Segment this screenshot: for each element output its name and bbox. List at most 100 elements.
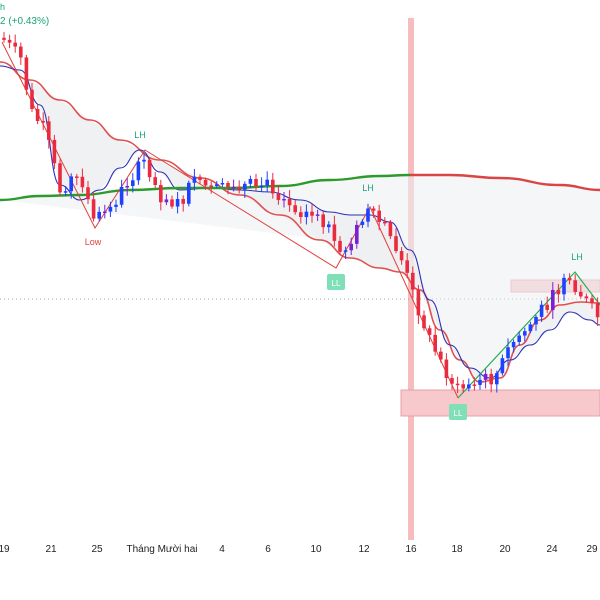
candle-body xyxy=(562,277,566,295)
bear-candle xyxy=(35,103,40,125)
series-name-fragment: h xyxy=(0,2,6,12)
candle-body xyxy=(478,379,482,385)
candle-body xyxy=(7,39,12,43)
candle-body xyxy=(35,108,40,121)
candle-body xyxy=(226,182,230,188)
bear-candle xyxy=(427,325,432,342)
candle-body xyxy=(506,347,510,359)
candle-body xyxy=(422,315,426,329)
bull-candle xyxy=(220,178,225,187)
bear-candle xyxy=(444,353,449,386)
x-tick-label: 12 xyxy=(358,544,370,555)
bull-candle xyxy=(495,370,499,393)
candle-body xyxy=(237,186,241,190)
candle-body xyxy=(114,204,118,207)
x-tick-label: 24 xyxy=(546,544,558,555)
x-tick-label: 19 xyxy=(0,544,10,555)
candle-body xyxy=(75,176,79,178)
candle-body xyxy=(293,205,297,213)
bull-candle xyxy=(97,206,101,222)
candle-body xyxy=(24,57,29,90)
bull-candle xyxy=(69,173,73,199)
bear-candle xyxy=(58,159,62,196)
low-label: Low xyxy=(85,237,102,247)
candle-body xyxy=(282,198,286,201)
bull-candle xyxy=(131,173,135,193)
candle-body xyxy=(203,179,208,186)
lower-high-label: LH xyxy=(362,183,374,193)
bear-candle xyxy=(433,326,437,356)
candle-body xyxy=(427,328,432,335)
bear-candle xyxy=(332,215,337,247)
candle-body xyxy=(299,212,303,218)
bear-candle xyxy=(450,374,454,390)
structure-line-down xyxy=(1,41,459,399)
candle-body xyxy=(573,280,577,292)
bear-candle xyxy=(411,266,415,298)
candle-body xyxy=(19,46,23,58)
bear-candle xyxy=(86,181,90,205)
x-tick-label: 10 xyxy=(310,544,322,555)
candle-body xyxy=(366,208,370,222)
bear-candle xyxy=(371,206,376,218)
candle-body xyxy=(187,182,191,204)
bull-candle xyxy=(517,331,521,346)
candle-body xyxy=(399,250,404,261)
candle-body xyxy=(276,193,281,200)
x-tick-label: 21 xyxy=(45,544,57,555)
bear-candle xyxy=(321,211,325,234)
candle-body xyxy=(315,214,320,216)
x-axis: 19 21 25 Tháng Mười hai 4 6 10 12 16 18 20 24 29 xyxy=(0,544,598,555)
candle-body xyxy=(517,335,521,342)
bull-candle xyxy=(304,204,309,225)
candle-body xyxy=(528,324,533,332)
bear-candle xyxy=(170,195,174,209)
bear-candle xyxy=(579,284,583,299)
candle-body xyxy=(416,289,421,316)
candle-body xyxy=(388,222,393,237)
lower-high-label: LH xyxy=(571,252,583,262)
candle-body xyxy=(321,214,325,228)
structure-labels-layer: LH Low LL LH LL LH xyxy=(85,130,583,420)
candle-body xyxy=(556,289,561,295)
bear-candle xyxy=(2,31,6,43)
candle-body xyxy=(91,199,96,219)
ema-long-line-down xyxy=(410,173,600,192)
candle-body xyxy=(198,176,202,180)
candle-body xyxy=(439,351,443,360)
candle-body xyxy=(265,179,269,186)
candle-body xyxy=(444,359,449,379)
lower-low-label: LL xyxy=(454,409,463,418)
bear-candle xyxy=(226,180,230,195)
candle-body xyxy=(41,120,45,123)
candle-body xyxy=(248,178,253,184)
candle-body xyxy=(69,176,73,192)
candle-body xyxy=(254,178,258,187)
bear-candle xyxy=(47,116,51,149)
candle-body xyxy=(2,37,6,40)
bull-candle xyxy=(164,194,169,206)
candle-body xyxy=(567,277,572,281)
bear-candle xyxy=(271,172,275,199)
bull-candle xyxy=(506,338,510,366)
x-tick-label: 18 xyxy=(451,544,463,555)
bull-candle xyxy=(192,168,197,191)
bull-candle xyxy=(528,321,533,334)
candle-body xyxy=(489,373,493,385)
candle-body xyxy=(411,272,415,290)
candle-body xyxy=(349,243,353,251)
bear-candle xyxy=(388,220,393,240)
bear-candle xyxy=(405,253,409,279)
candle-body xyxy=(433,334,437,352)
candle-body xyxy=(304,211,309,218)
bull-candle xyxy=(243,181,247,198)
bear-candle xyxy=(19,42,23,65)
candle-body xyxy=(327,224,331,228)
bear-candle xyxy=(198,174,202,184)
bear-candle xyxy=(472,377,477,391)
candle-body xyxy=(80,176,85,188)
candle-body xyxy=(360,221,365,225)
bull-candle xyxy=(327,221,331,233)
long-ema-cloud xyxy=(0,175,600,382)
